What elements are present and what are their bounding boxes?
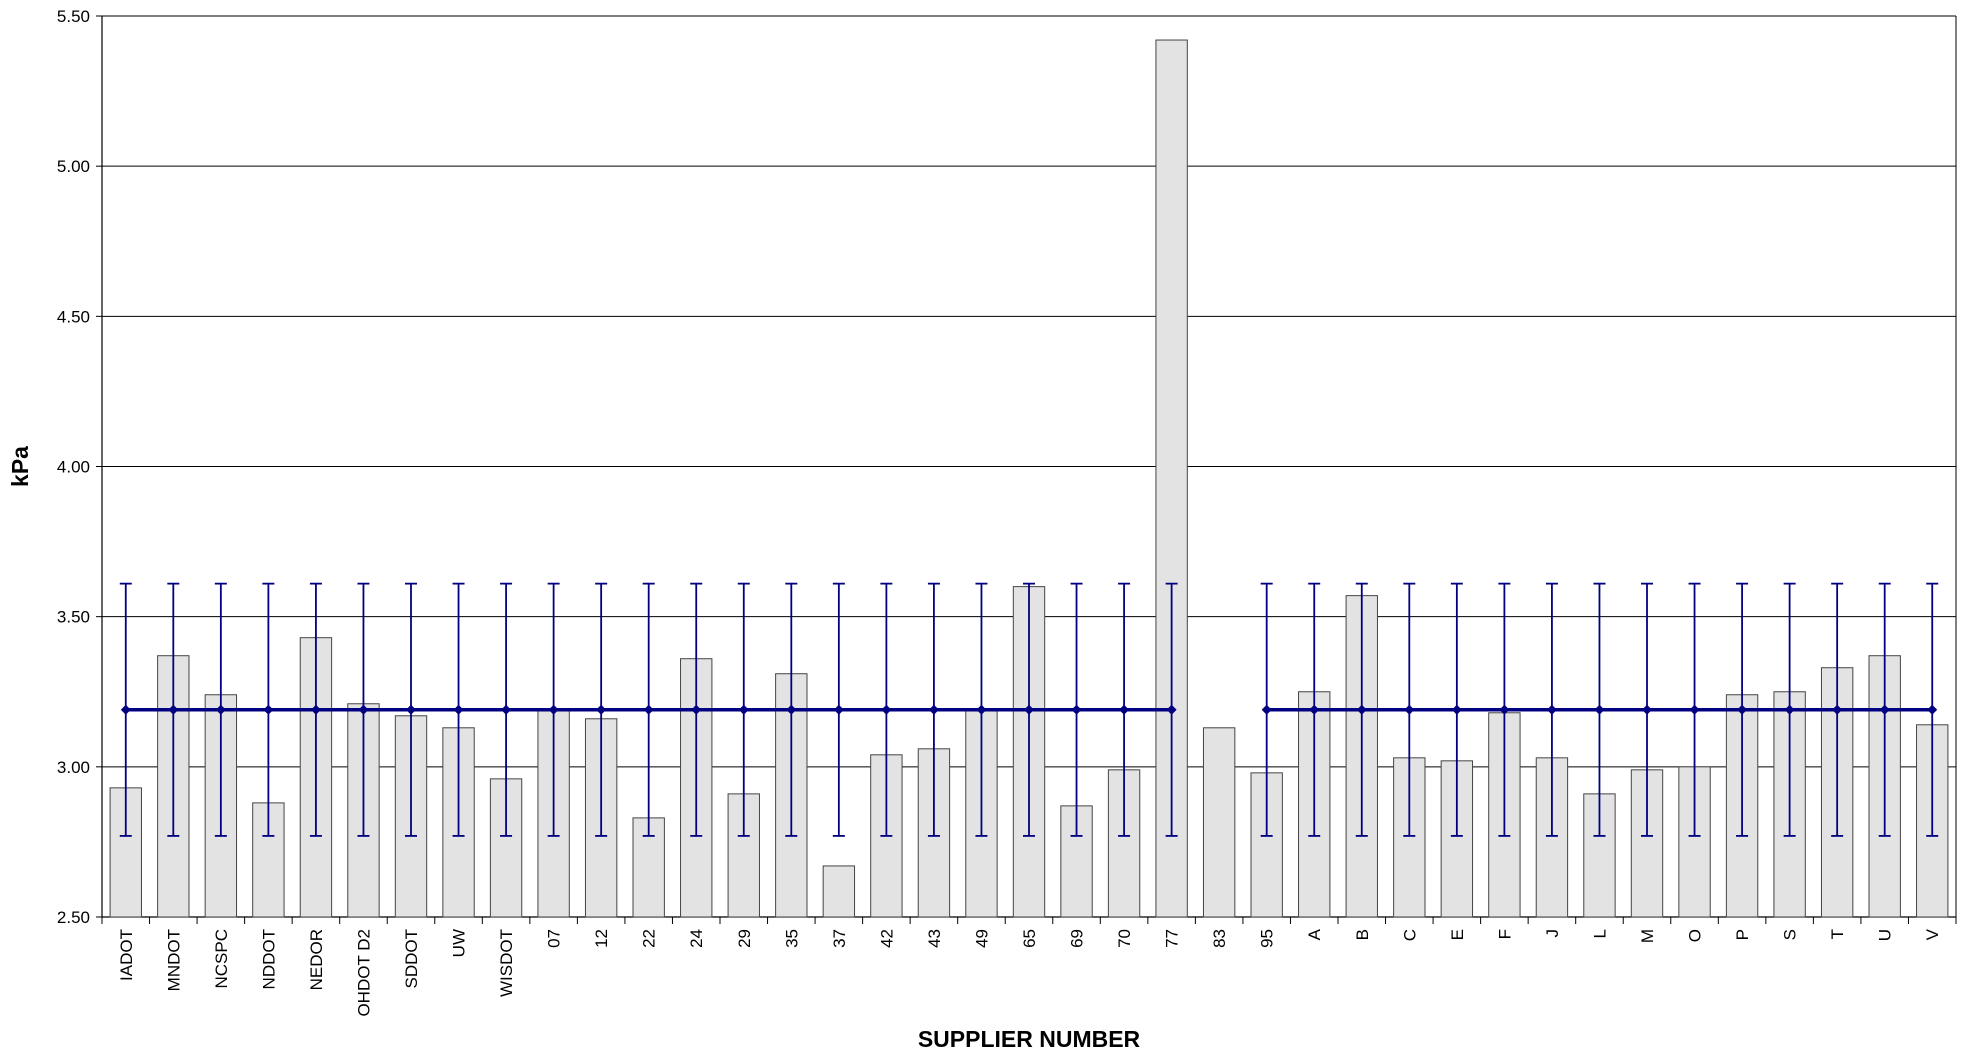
mean-marker bbox=[1737, 704, 1748, 715]
category-label: 65 bbox=[1020, 929, 1039, 948]
category-label: 37 bbox=[830, 929, 849, 948]
mean-marker bbox=[1451, 704, 1462, 715]
mean-marker bbox=[406, 704, 416, 715]
category-label: 42 bbox=[877, 929, 896, 948]
mean-marker bbox=[120, 704, 131, 715]
bar bbox=[1202, 727, 1236, 918]
category-label: NCSPC bbox=[212, 929, 231, 989]
category-label: NEDOR bbox=[307, 929, 326, 990]
x-axis-title: SUPPLIER NUMBER bbox=[918, 1026, 1141, 1052]
mean-marker bbox=[1927, 704, 1938, 715]
mean-marker bbox=[1024, 704, 1034, 715]
y-tick-label: 5.00 bbox=[57, 157, 90, 176]
mean-marker bbox=[928, 704, 939, 715]
mean-marker bbox=[1166, 704, 1177, 715]
category-label: 43 bbox=[925, 929, 944, 948]
mean-marker bbox=[738, 704, 749, 715]
category-label: 07 bbox=[545, 929, 564, 948]
category-label: SDDOT bbox=[402, 929, 421, 989]
mean-marker bbox=[1119, 704, 1130, 715]
mean-marker bbox=[1832, 704, 1843, 715]
y-tick-label: 5.50 bbox=[57, 7, 90, 26]
category-label: S bbox=[1781, 929, 1800, 940]
mean-marker bbox=[596, 704, 607, 715]
category-label: F bbox=[1495, 929, 1514, 939]
category-label: A bbox=[1305, 928, 1324, 940]
mean-marker bbox=[1404, 704, 1415, 715]
category-label: 95 bbox=[1258, 929, 1277, 948]
y-axis-title: kPa bbox=[7, 446, 33, 487]
y-tick-label: 4.50 bbox=[57, 307, 90, 326]
mean-marker bbox=[1309, 704, 1320, 715]
category-label: C bbox=[1400, 929, 1419, 941]
mean-marker bbox=[215, 704, 226, 715]
category-label: UW bbox=[450, 929, 469, 957]
category-label: L bbox=[1590, 929, 1609, 938]
mean-marker bbox=[548, 704, 559, 715]
mean-marker bbox=[453, 704, 464, 715]
y-tick-label: 3.50 bbox=[57, 608, 90, 627]
category-label: 69 bbox=[1068, 929, 1087, 948]
category-label: WISDOT bbox=[497, 929, 516, 997]
category-label: 77 bbox=[1163, 929, 1182, 948]
category-label: B bbox=[1353, 929, 1372, 940]
category-label: MNDOT bbox=[164, 929, 183, 991]
category-label: 12 bbox=[592, 929, 611, 948]
category-label: IADOT bbox=[117, 929, 136, 981]
mean-marker bbox=[833, 704, 844, 715]
category-label: OHDOT D2 bbox=[354, 929, 373, 1017]
y-tick-label: 2.50 bbox=[57, 908, 90, 927]
mean-marker bbox=[168, 704, 179, 715]
mean-marker bbox=[643, 704, 654, 715]
category-label: U bbox=[1876, 929, 1895, 941]
category-label: M bbox=[1638, 929, 1657, 943]
category-label: 83 bbox=[1210, 929, 1229, 948]
mean-marker bbox=[501, 704, 512, 715]
category-label: 35 bbox=[782, 929, 801, 948]
mean-marker bbox=[1784, 704, 1795, 715]
bar bbox=[822, 865, 856, 918]
category-label: P bbox=[1733, 929, 1752, 940]
mean-marker bbox=[1689, 704, 1700, 715]
mean-marker bbox=[310, 704, 321, 715]
category-label: 49 bbox=[972, 929, 991, 948]
category-label: 70 bbox=[1115, 929, 1134, 948]
y-tick-label: 4.00 bbox=[57, 458, 90, 477]
mean-marker bbox=[1261, 704, 1272, 715]
mean-marker bbox=[1879, 704, 1890, 715]
category-label: 22 bbox=[640, 929, 659, 948]
mean-marker bbox=[358, 704, 369, 715]
mean-marker bbox=[1356, 704, 1367, 715]
category-label: T bbox=[1828, 929, 1847, 939]
mean-marker bbox=[1499, 704, 1510, 715]
mean-marker bbox=[786, 704, 797, 715]
mean-marker bbox=[881, 704, 892, 715]
mean-marker bbox=[976, 704, 987, 715]
mean-marker bbox=[691, 704, 702, 715]
category-label: 24 bbox=[687, 929, 706, 948]
y-tick-label: 3.00 bbox=[57, 758, 90, 777]
mean-marker bbox=[1642, 704, 1652, 715]
mean-marker bbox=[1594, 704, 1605, 715]
category-label: E bbox=[1448, 929, 1467, 940]
category-label: O bbox=[1686, 929, 1705, 942]
category-label: J bbox=[1543, 929, 1562, 938]
mean-marker bbox=[1546, 704, 1557, 715]
category-label: V bbox=[1923, 928, 1942, 940]
category-label: NDDOT bbox=[259, 929, 278, 989]
category-label: 29 bbox=[735, 929, 754, 948]
mean-marker bbox=[1071, 704, 1082, 715]
mean-marker bbox=[263, 704, 274, 715]
